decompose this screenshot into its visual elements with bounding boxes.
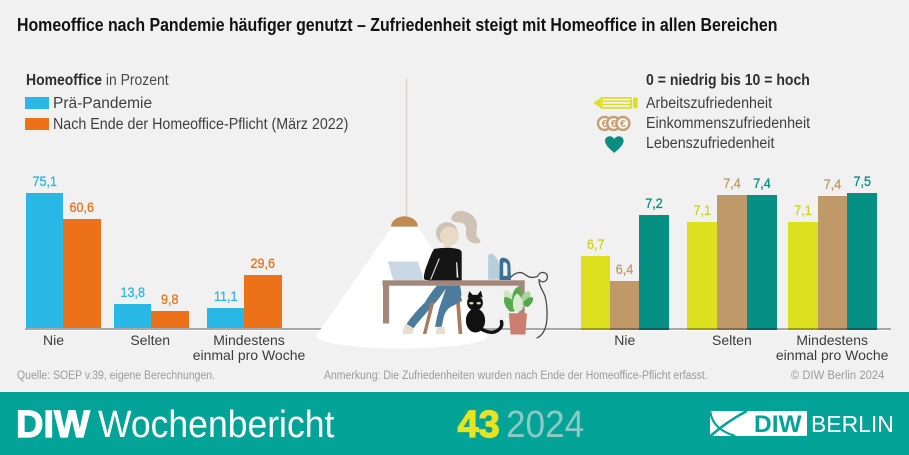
svg-text:€: € [620, 118, 626, 130]
svg-text:€: € [611, 118, 617, 130]
svg-text:€: € [602, 118, 608, 130]
